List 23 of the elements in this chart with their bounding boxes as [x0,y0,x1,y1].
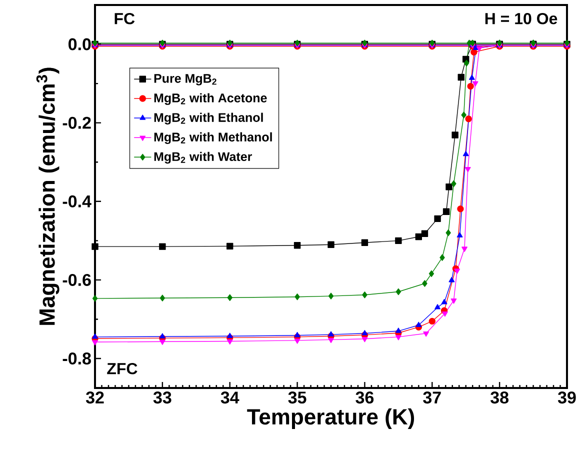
annotation: FC [114,12,135,24]
legend-label: MgB$_{2}$ with Ethanol [154,112,263,124]
y-tick-label: -0.8 [62,352,91,365]
x-axis-title: Temperature (K) [247,408,414,429]
y-tick-label: -0.4 [62,195,92,208]
x-tick-label: 35 [288,392,306,404]
x-tick-label: 37 [423,392,441,404]
x-tick-label: 38 [490,392,508,404]
y-tick-label: -0.2 [62,116,91,129]
legend-label: MgB$_{2}$ with Water [154,152,252,164]
annotation: H = 10 Oe [485,12,558,24]
x-tick-label: 32 [86,392,104,404]
y-axis-title: Magnetization (emu/cm$^{3}$) [36,68,60,325]
legend-label: MgB$_{2}$ with Acetone [154,93,267,105]
y-tick-label: -0.6 [62,274,91,286]
x-tick-label: 33 [153,392,172,404]
x-tick-label: 34 [220,392,240,404]
x-tick-label: 39 [558,392,576,404]
annotation: ZFC [107,362,138,374]
legend-label: MgB$_{2}$ with Methanol [154,132,272,144]
x-tick-label: 36 [356,392,374,404]
y-tick-label: 0.0 [68,38,91,50]
legend-label: Pure MgB$_{2}$ [154,74,216,86]
